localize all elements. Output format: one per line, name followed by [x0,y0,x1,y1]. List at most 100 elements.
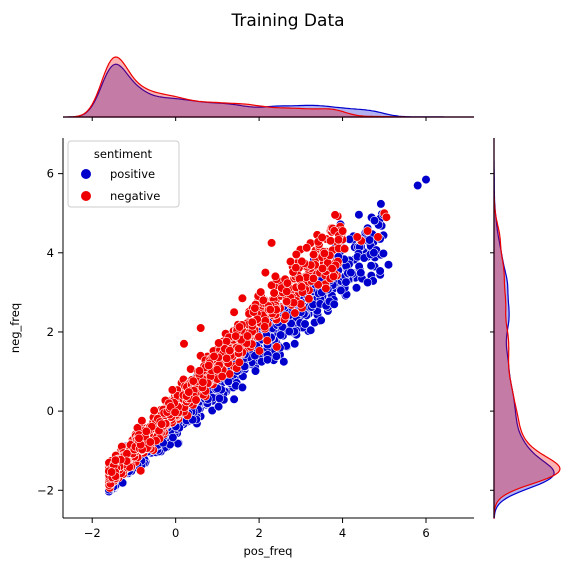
point-negative [290,308,300,318]
point-positive [378,248,389,259]
point-negative [231,331,241,341]
point-positive [366,261,376,271]
point-negative [254,332,264,342]
point-negative [242,331,253,341]
point-positive [346,268,356,278]
point-negative [256,287,266,297]
point-negative [330,210,340,220]
x-tick-label: 4 [339,526,346,540]
y-tick-label: 0 [47,404,54,418]
point-negative [272,342,282,352]
point-negative [352,232,362,242]
legend-marker-positive [81,169,91,179]
point-negative [297,282,307,292]
point-negative [179,339,189,349]
point-negative [196,323,206,333]
point-negative [281,311,291,321]
point-negative [302,243,312,253]
x-tick-label: 2 [255,526,262,540]
x-axis-ticks: −2 0 2 4 6 [84,518,430,540]
point-negative [313,280,323,290]
point-negative [291,263,301,273]
point-positive [168,432,178,443]
y-tick-label: 2 [47,325,54,339]
point-negative [363,226,373,236]
x-tick-label: 0 [172,526,179,540]
point-negative [254,346,264,356]
point-positive [363,277,373,288]
legend-frame [67,140,180,208]
point-negative [309,250,319,260]
point-negative [237,293,247,303]
x-tick-label: 6 [422,526,429,540]
point-positive [237,382,247,393]
point-negative [262,336,272,346]
point-negative [234,357,244,367]
point-positive [421,175,431,185]
point-negative [204,360,214,371]
point-positive [250,366,261,376]
point-negative [270,271,281,282]
point-negative [106,467,117,477]
point-negative [209,351,219,362]
point-negative [317,232,327,243]
point-negative [217,371,227,382]
point-negative [269,288,279,298]
point-negative [282,297,292,307]
point-negative [234,322,245,332]
top-marginal-kde [63,56,474,121]
top-kde-negative [63,56,474,118]
right-kde-negative [493,138,561,519]
point-negative [229,307,239,317]
point-negative [214,338,224,348]
point-negative [285,257,296,267]
point-negative [234,344,244,354]
point-negative [198,377,208,387]
point-negative [225,346,235,356]
point-negative [297,256,307,267]
scatter-points [104,175,431,497]
point-negative [329,271,339,282]
point-negative [260,268,271,278]
point-negative [137,416,147,426]
point-negative [170,407,180,417]
point-positive [341,277,351,287]
point-negative [167,385,177,395]
point-negative [338,226,348,236]
point-negative [222,353,232,364]
point-negative [191,395,201,405]
point-negative [184,387,194,397]
point-negative [308,273,319,284]
point-positive [356,268,366,278]
axis-spines [62,138,474,519]
point-negative [258,295,268,305]
point-negative [157,419,167,429]
point-positive [376,199,386,209]
point-positive [306,325,316,335]
point-negative [260,322,270,332]
point-negative [326,236,336,246]
legend-title: sentiment [94,147,153,161]
point-negative [265,305,275,315]
x-axis-label: pos_freq [244,544,293,558]
point-positive [354,210,364,220]
point-negative [321,283,331,294]
point-negative [145,437,155,447]
point-positive [413,180,423,191]
point-negative [141,426,151,437]
main-axes: −2 0 2 4 6 −2 0 2 4 6 pos_freq neg_freq [8,138,474,558]
point-negative [317,263,328,274]
point-negative [319,248,330,258]
point-negative [188,376,198,386]
point-negative [333,235,344,245]
point-negative [247,317,257,327]
chart-title: Training Data [230,11,344,31]
point-positive [290,339,300,349]
point-positive [375,266,385,276]
point-negative [381,212,392,222]
point-positive [300,319,310,329]
point-positive [369,216,380,226]
point-positive [336,285,346,296]
